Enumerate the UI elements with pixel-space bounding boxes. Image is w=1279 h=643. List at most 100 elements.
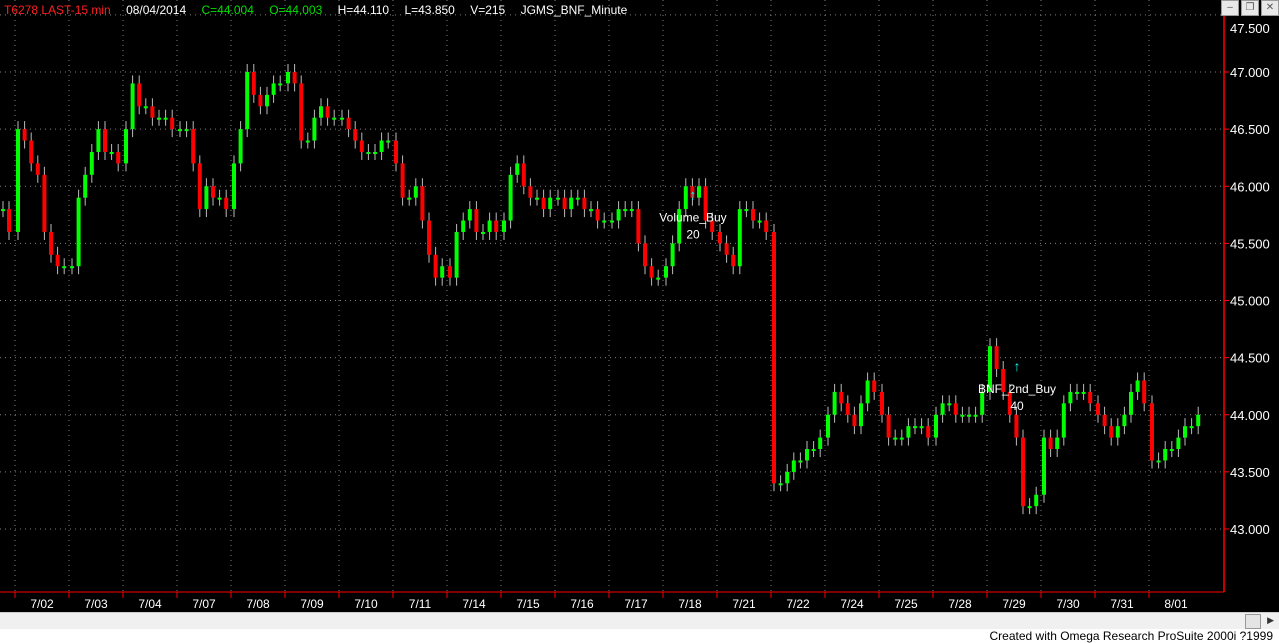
price-bar: [232, 163, 236, 210]
price-bar: [664, 266, 668, 278]
price-bar: [880, 391, 884, 415]
date-tick-label: 7/09: [300, 597, 324, 611]
price-bar: [805, 449, 809, 461]
price-bar: [865, 380, 870, 404]
price-bar: [258, 94, 263, 107]
price-bar: [96, 129, 101, 152]
price-bar: [130, 83, 135, 130]
price-bar: [245, 72, 250, 130]
price-bar: [1109, 426, 1114, 438]
price-bar: [454, 231, 459, 278]
date-tick-label: 7/03: [84, 597, 108, 611]
horizontal-scrollbar[interactable]: ▶: [0, 612, 1279, 629]
chart-canvas: 43.000 43.500 44.000 44.500 45.000 45.500 46.0…: [0, 0, 1270, 611]
price-bar: [893, 437, 898, 440]
price-bar: [191, 129, 196, 164]
price-bar: [677, 209, 682, 244]
price-bar: [413, 186, 418, 198]
price-bar: [16, 129, 20, 232]
price-bar: [562, 197, 567, 210]
price-bar: [1142, 380, 1147, 404]
price-bar: [170, 117, 175, 130]
date-label: 08/04/2014: [126, 3, 187, 17]
price-bar: [595, 209, 600, 221]
buy-arrow-icon: ↑: [690, 186, 697, 202]
price-bar: [1150, 403, 1154, 461]
price-bar: [589, 209, 593, 212]
price-bar: [461, 220, 466, 232]
price-bar: [1135, 380, 1140, 392]
price-bar: [340, 117, 344, 120]
price-bar: [49, 231, 53, 255]
price-bar: [238, 129, 243, 164]
symbol-label: T6278 LAST-15 min: [4, 3, 111, 17]
price-bar: [872, 380, 877, 392]
price-bar: [967, 414, 971, 417]
price-tick-label: 46.500: [1230, 122, 1270, 137]
price-bar: [575, 197, 580, 200]
price-bar: [251, 72, 256, 95]
price-bar: [785, 471, 790, 484]
price-bar: [353, 129, 358, 141]
price-bar: [379, 140, 384, 152]
price-tick-label: 47.500: [1230, 21, 1270, 36]
close-button[interactable]: ✕: [1261, 0, 1279, 16]
price-bar: [143, 106, 148, 109]
price-bar: [197, 163, 202, 210]
price-bar: [798, 460, 803, 463]
price-bar: [737, 209, 742, 267]
price-bar: [407, 197, 412, 200]
price-bar: [1081, 391, 1086, 394]
price-bar: [643, 243, 647, 267]
price-bar: [690, 186, 695, 198]
price-bar: [1156, 460, 1161, 463]
minimize-button[interactable]: –: [1221, 0, 1239, 16]
low-label: L=43.850: [404, 3, 455, 17]
price-bar: [1196, 414, 1201, 427]
price-bar: [582, 197, 587, 210]
price-bar: [124, 129, 128, 164]
price-bar: [70, 266, 74, 269]
price-bar: [366, 151, 371, 154]
scrollbar-thumb[interactable]: [1245, 614, 1261, 629]
price-bar: [616, 209, 621, 221]
scroll-right-arrow-icon[interactable]: ▶: [1267, 615, 1274, 625]
price-bar: [832, 391, 837, 415]
price-bar: [420, 186, 425, 221]
price-chart[interactable]: 43.000 43.500 44.000 44.500 45.000 45.500 46.0…: [0, 0, 1279, 612]
price-bar: [271, 83, 276, 95]
price-bar: [319, 106, 323, 118]
price-bar: [400, 163, 405, 198]
price-bar: [947, 403, 952, 406]
date-tick-label: 7/31: [1110, 597, 1134, 611]
price-bar: [744, 209, 749, 212]
price-bar: [1007, 391, 1012, 415]
price-bar: [906, 426, 911, 438]
date-tick-label: 7/10: [354, 597, 378, 611]
price-bar: [913, 426, 917, 429]
date-tick-label: 7/02: [30, 597, 54, 611]
price-bar: [299, 83, 304, 141]
price-bar: [35, 163, 40, 175]
price-tick-label: 43.500: [1230, 465, 1270, 480]
price-bar: [1096, 403, 1100, 415]
date-tick-label: 7/08: [246, 597, 270, 611]
price-bar: [332, 117, 337, 120]
price-bar: [994, 346, 999, 370]
price-tick-label: 46.000: [1230, 179, 1270, 194]
price-bar: [1088, 391, 1093, 404]
price-bar: [778, 483, 783, 486]
price-bar: [29, 140, 34, 164]
price-bar: [548, 197, 553, 210]
price-bar: [988, 346, 992, 392]
price-bar: [76, 197, 81, 267]
price-bar: [724, 243, 729, 255]
date-tick-label: 7/28: [948, 597, 972, 611]
price-bar: [751, 209, 755, 221]
price-bar: [62, 266, 67, 269]
restore-button[interactable]: ❐: [1241, 0, 1259, 16]
price-bar: [481, 231, 485, 234]
date-tick-label: 7/17: [624, 597, 648, 611]
date-tick-label: 7/25: [894, 597, 918, 611]
price-bar: [83, 174, 88, 198]
